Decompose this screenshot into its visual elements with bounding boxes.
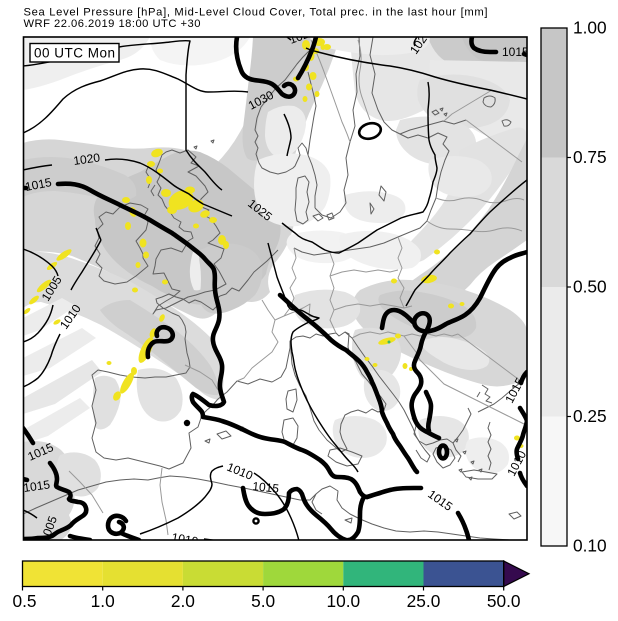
svg-text:50.0: 50.0 [487, 591, 521, 611]
svg-text:0.25: 0.25 [573, 406, 607, 426]
svg-text:10.0: 10.0 [326, 591, 360, 611]
svg-text:5.0: 5.0 [251, 591, 275, 611]
svg-text:2.0: 2.0 [171, 591, 195, 611]
svg-text:Sea Level Pressure [hPa], Mid-: Sea Level Pressure [hPa], Mid-Level Clou… [24, 7, 488, 19]
svg-text:1015: 1015 [24, 175, 53, 194]
svg-text:25.0: 25.0 [407, 591, 441, 611]
svg-text:0.75: 0.75 [573, 147, 607, 167]
svg-text:1.00: 1.00 [573, 18, 607, 38]
svg-text:0.50: 0.50 [573, 277, 607, 297]
svg-text:1020: 1020 [72, 150, 101, 168]
svg-text:00 UTC Mon: 00 UTC Mon [34, 46, 115, 61]
svg-text:1025: 1025 [287, 24, 317, 46]
svg-text:0.10: 0.10 [573, 536, 607, 556]
svg-text:1.0: 1.0 [91, 591, 115, 611]
svg-text:1015: 1015 [502, 45, 529, 59]
svg-text:0.5: 0.5 [12, 591, 36, 611]
svg-text:1015: 1015 [22, 477, 51, 495]
svg-text:1015: 1015 [252, 479, 280, 496]
svg-text:WRF 22.06.2019 18:00 UTC +30: WRF 22.06.2019 18:00 UTC +30 [24, 18, 201, 30]
svg-text:1010: 1010 [170, 530, 199, 548]
